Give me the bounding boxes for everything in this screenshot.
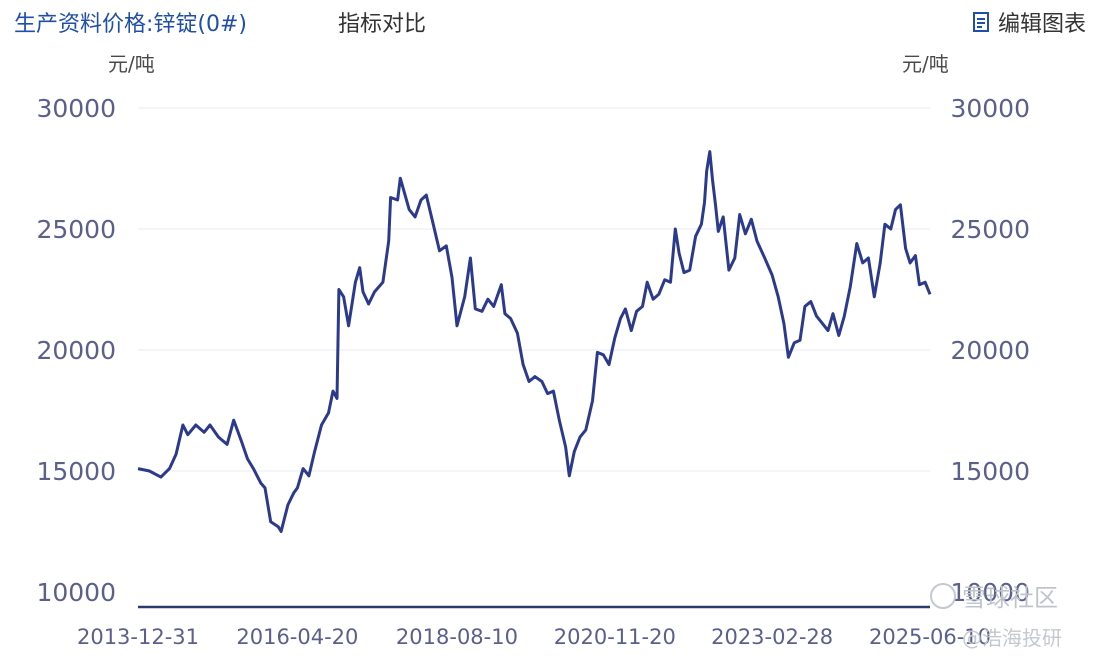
y-tick-label-right: 30000: [950, 94, 1030, 123]
x-axis-ticks: 2013-12-31 2016-04-20 2018-08-10 2020-11-20…: [77, 625, 991, 649]
edit-chart-button[interactable]: 编辑图表: [972, 6, 1086, 38]
y-axis-left-ticks: 30000 25000 20000 15000 10000: [36, 94, 116, 607]
watermark-text-1: 雪球社区: [962, 584, 1058, 612]
y-tick-label-right: 25000: [950, 215, 1030, 244]
x-tick-label: 2018-08-10: [396, 625, 518, 649]
grid-lines: [138, 107, 930, 472]
compare-tab[interactable]: 指标对比: [338, 12, 427, 37]
y-tick-label-right: 20000: [950, 336, 1030, 365]
y-tick-label-left: 10000: [36, 578, 116, 607]
y-tick-label-left: 15000: [36, 457, 116, 486]
y-tick-label-left: 25000: [36, 215, 116, 244]
x-tick-label: 2020-11-20: [554, 625, 676, 649]
x-tick-label: 2023-02-28: [711, 625, 833, 649]
indicator-tab[interactable]: 生产资料价格:锌锭(0#): [14, 12, 248, 37]
y-tick-label-right: 15000: [950, 457, 1030, 486]
edit-chart-icon: [972, 11, 992, 33]
watermark-author: @浩海投研: [962, 626, 1062, 650]
edit-chart-label: 编辑图表: [997, 12, 1086, 37]
y-axis-unit-left: 元/吨: [108, 52, 155, 76]
y-tick-label-left: 20000: [36, 336, 116, 365]
x-tick-label: 2013-12-31: [77, 625, 199, 649]
y-tick-label-left: 30000: [36, 94, 116, 123]
y-axis-unit-right: 元/吨: [902, 52, 949, 76]
y-axis-right-ticks: 30000 25000 20000 15000 10000: [950, 94, 1030, 607]
y-tick-label-right: 10000: [950, 578, 1030, 607]
watermark-xueqiu: 雪球社区: [930, 578, 1058, 613]
x-tick-label: 2025-06-10: [869, 625, 991, 649]
watermark-logo-icon: [930, 582, 956, 609]
series-line-zinc-price: [137, 150, 932, 533]
x-tick-label: 2016-04-20: [236, 625, 358, 649]
